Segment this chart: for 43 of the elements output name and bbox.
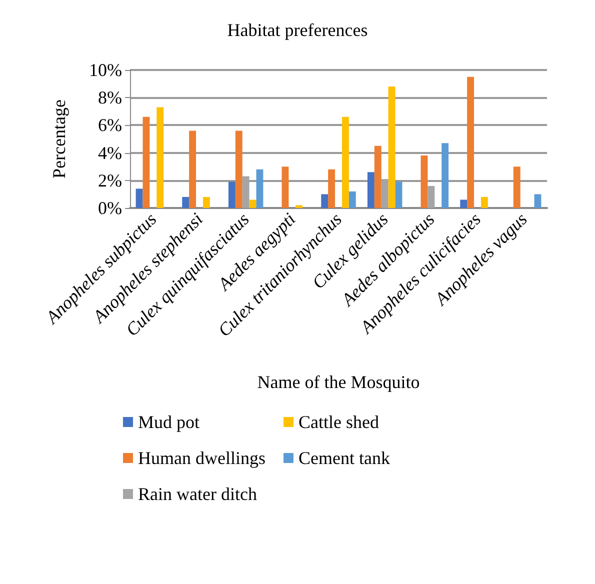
bar bbox=[142, 116, 150, 208]
y-tick-label: 8% bbox=[98, 88, 122, 108]
y-tick-label: 4% bbox=[98, 142, 122, 163]
bar bbox=[282, 166, 289, 208]
bar bbox=[182, 196, 190, 208]
bar bbox=[534, 194, 542, 208]
legend-label: Cement tank bbox=[298, 448, 390, 468]
x-axis-title: Name of the Mosquito bbox=[257, 372, 420, 392]
bar bbox=[156, 107, 164, 208]
bar bbox=[348, 191, 356, 208]
bar bbox=[342, 116, 349, 208]
bar bbox=[367, 172, 374, 208]
y-tick-label: 2% bbox=[98, 170, 122, 190]
legend-label: Human dwellings bbox=[138, 448, 266, 468]
y-axis-title: Percentage bbox=[49, 100, 69, 178]
legend-label: Mud pot bbox=[138, 412, 200, 432]
bar bbox=[228, 182, 236, 208]
bar bbox=[256, 169, 264, 208]
legend-label: Rain water ditch bbox=[138, 484, 257, 504]
y-tick-label: 10% bbox=[89, 60, 122, 80]
y-tick-label: 0% bbox=[98, 198, 122, 218]
bar bbox=[480, 196, 488, 208]
bar bbox=[460, 200, 468, 208]
bar bbox=[321, 194, 328, 208]
bar bbox=[388, 86, 396, 208]
bar bbox=[428, 186, 435, 208]
bar bbox=[235, 130, 242, 208]
bar bbox=[374, 146, 382, 208]
bar bbox=[513, 166, 520, 208]
bar bbox=[467, 76, 474, 208]
bar bbox=[189, 130, 196, 208]
bar bbox=[136, 188, 143, 208]
bar bbox=[296, 205, 303, 208]
chart-title: Habitat preferences bbox=[227, 20, 368, 40]
bar bbox=[381, 179, 388, 208]
bar bbox=[202, 196, 210, 208]
bar bbox=[395, 182, 402, 208]
bar bbox=[442, 143, 449, 208]
bar bbox=[249, 200, 256, 208]
bar bbox=[420, 156, 428, 208]
bar bbox=[328, 169, 336, 208]
legend-label: Cattle shed bbox=[298, 412, 379, 432]
y-tick-label: 6% bbox=[98, 115, 122, 136]
